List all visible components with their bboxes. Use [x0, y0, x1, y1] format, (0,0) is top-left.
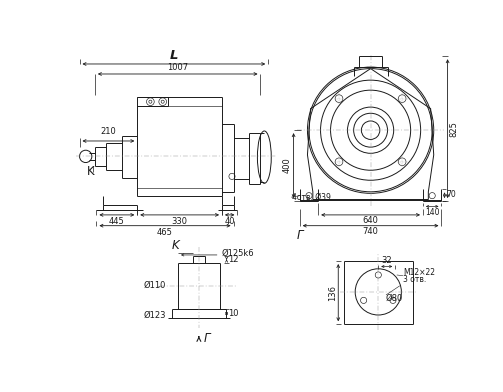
Text: M12×22: M12×22	[403, 268, 435, 277]
Text: 40: 40	[224, 217, 235, 226]
Text: 70: 70	[446, 191, 456, 200]
Text: 140: 140	[425, 208, 440, 217]
Text: Ø80: Ø80	[386, 294, 403, 303]
Text: 136: 136	[328, 285, 337, 301]
Text: Г: Г	[296, 229, 303, 242]
Text: 210: 210	[100, 127, 116, 136]
Text: 640: 640	[363, 216, 379, 225]
Text: 10: 10	[228, 309, 238, 318]
Text: K: K	[172, 239, 180, 252]
Text: 445: 445	[109, 217, 125, 226]
Text: 32: 32	[381, 256, 392, 265]
Text: 465: 465	[157, 228, 173, 237]
Text: 825: 825	[449, 121, 458, 136]
Text: L: L	[170, 49, 179, 62]
Text: Ø123: Ø123	[143, 310, 166, 319]
Text: Ø110: Ø110	[143, 281, 166, 290]
Text: Г: Г	[204, 332, 210, 345]
Text: 330: 330	[172, 217, 188, 226]
Text: 12: 12	[228, 255, 238, 264]
Text: 740: 740	[363, 227, 379, 236]
Text: 3 отв.: 3 отв.	[403, 275, 426, 284]
Text: Ø125k6: Ø125k6	[221, 249, 254, 258]
Text: 1007: 1007	[167, 64, 188, 73]
Text: 4отв. Ø39: 4отв. Ø39	[292, 193, 331, 202]
Text: 400: 400	[283, 158, 292, 174]
Text: K: K	[87, 165, 95, 178]
